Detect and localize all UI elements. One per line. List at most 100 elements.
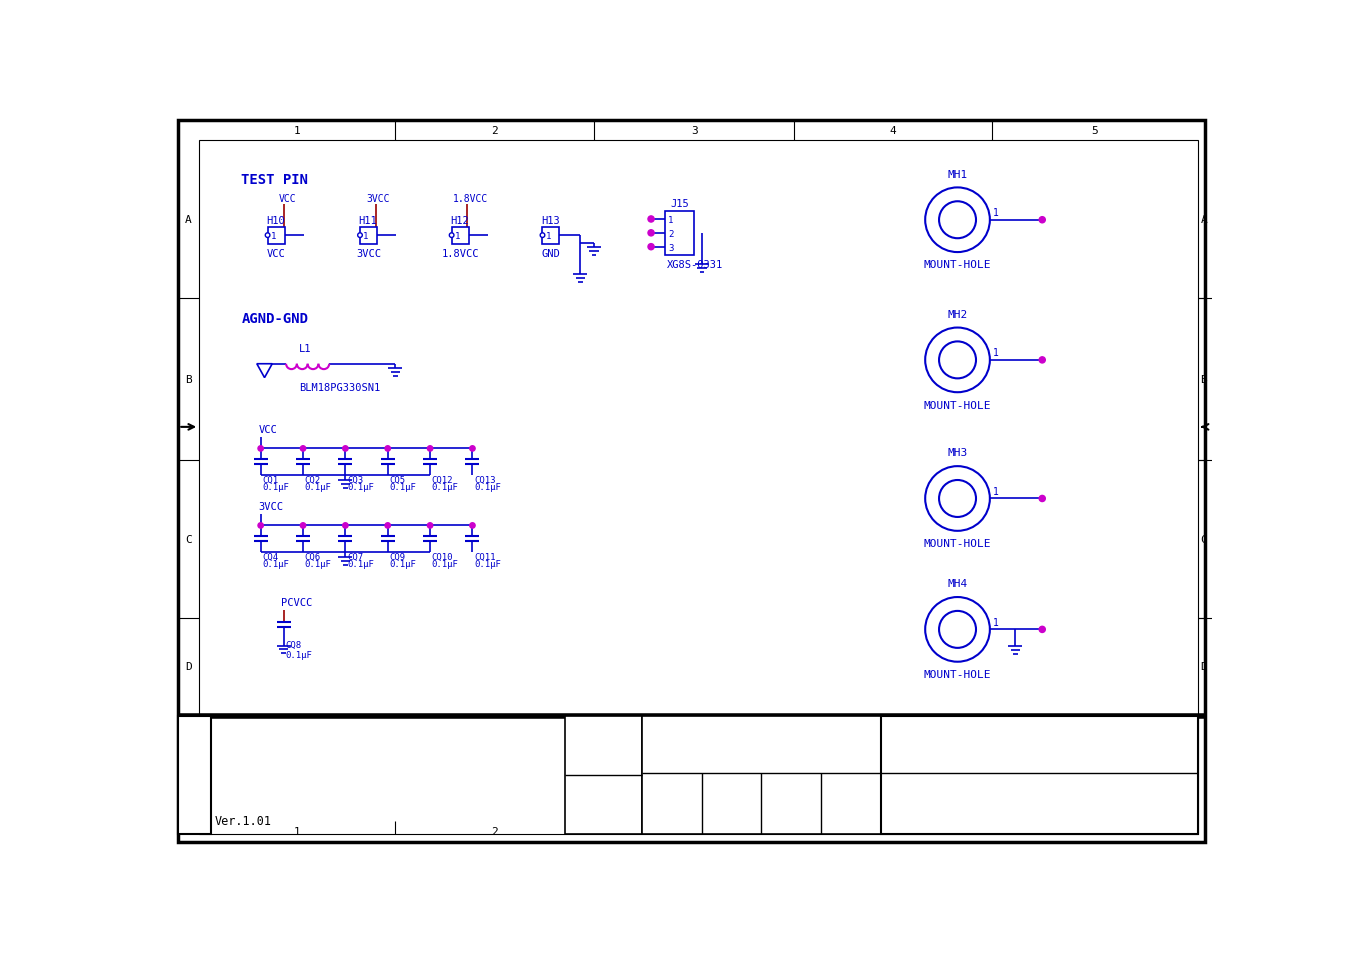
Text: D: D	[1200, 660, 1207, 671]
Text: H11: H11	[359, 215, 377, 226]
Text: CQ4: CQ4	[262, 552, 278, 561]
Circle shape	[470, 523, 475, 529]
Text: D: D	[185, 660, 192, 671]
Bar	[543, 228, 559, 244]
Text: MOUNT-HOLE: MOUNT-HOLE	[923, 260, 991, 270]
Text: 0.1μF: 0.1μF	[347, 559, 374, 569]
Text: 3: 3	[668, 244, 674, 253]
Text: 1: 1	[668, 216, 674, 225]
Bar	[666, 212, 694, 256]
Text: 0.1μF: 0.1μF	[389, 483, 416, 492]
Circle shape	[940, 342, 976, 379]
Text: APPROVED: APPROVED	[830, 778, 871, 786]
Text: CHECKED: CHECKED	[714, 778, 749, 786]
Text: C: C	[185, 535, 192, 544]
Circle shape	[450, 233, 454, 238]
Text: CQ6: CQ6	[305, 552, 321, 561]
Circle shape	[470, 446, 475, 452]
Text: 0.1μF: 0.1μF	[389, 559, 416, 569]
Text: 4: 4	[890, 127, 896, 136]
Circle shape	[925, 598, 990, 662]
Text: CQ2: CQ2	[305, 476, 321, 484]
Circle shape	[385, 446, 390, 452]
Text: 1: 1	[994, 617, 999, 627]
Text: PCVCC: PCVCC	[281, 598, 313, 608]
Text: MOUNT-HOLE: MOUNT-HOLE	[923, 538, 991, 549]
Text: VCC: VCC	[278, 194, 296, 204]
Circle shape	[940, 202, 976, 239]
Text: 4: 4	[890, 826, 896, 836]
Text: 5: 5	[1092, 127, 1099, 136]
Text: 3: 3	[691, 127, 698, 136]
Text: CQ7: CQ7	[347, 552, 363, 561]
Text: CQ1: CQ1	[262, 476, 278, 484]
Text: A: A	[1200, 215, 1207, 225]
Bar	[880, 716, 1197, 834]
Text: 2: 2	[491, 826, 498, 836]
Circle shape	[300, 523, 305, 529]
Text: DATE: DATE	[568, 780, 591, 789]
Text: MH2: MH2	[948, 310, 968, 319]
Text: DESIGNED: DESIGNED	[771, 778, 811, 786]
Text: CQ8: CQ8	[285, 640, 301, 650]
Bar	[564, 716, 641, 834]
Bar	[452, 228, 468, 244]
Text: MOUNT-HOLE: MOUNT-HOLE	[923, 669, 991, 679]
Text: C: C	[1200, 535, 1207, 544]
Circle shape	[258, 446, 263, 452]
Circle shape	[925, 188, 990, 253]
Text: 3VCC: 3VCC	[356, 249, 381, 258]
Text: 3VCC: 3VCC	[258, 501, 284, 512]
Text: 0.1μF: 0.1μF	[262, 559, 289, 569]
Circle shape	[385, 523, 390, 529]
Text: 1.8VCC: 1.8VCC	[441, 249, 479, 258]
Text: 1: 1	[994, 486, 999, 497]
Circle shape	[1040, 357, 1045, 364]
Circle shape	[940, 611, 976, 648]
Circle shape	[358, 233, 362, 238]
Text: L1: L1	[300, 344, 312, 354]
Circle shape	[648, 244, 655, 251]
Text: 0.1μF: 0.1μF	[474, 483, 501, 492]
Text: DRAWN: DRAWN	[659, 778, 684, 786]
Circle shape	[1040, 627, 1045, 633]
Text: XG8S-0331: XG8S-0331	[667, 260, 722, 270]
Circle shape	[258, 523, 263, 529]
Circle shape	[940, 480, 976, 517]
Text: MH4: MH4	[948, 578, 968, 589]
Text: CQ13: CQ13	[474, 476, 495, 484]
Text: 3VCC: 3VCC	[366, 194, 390, 204]
Text: VCC: VCC	[258, 425, 277, 435]
Text: 5: 5	[1092, 826, 1099, 836]
Circle shape	[300, 446, 305, 452]
Text: OTHERS: OTHERS	[887, 743, 919, 753]
Text: MOUNT-HOLE: MOUNT-HOLE	[923, 400, 991, 410]
Text: Ver.1.01: Ver.1.01	[215, 814, 271, 827]
Text: 1: 1	[363, 233, 369, 241]
Text: AGND-GND: AGND-GND	[242, 312, 308, 325]
Circle shape	[925, 328, 990, 393]
Text: 0.1μF: 0.1μF	[432, 483, 459, 492]
Text: 08-08-19: 08-08-19	[586, 785, 640, 796]
Text: 1: 1	[994, 348, 999, 357]
Circle shape	[428, 446, 433, 452]
Text: 0.1μF: 0.1μF	[305, 559, 332, 569]
Text: MH1: MH1	[948, 170, 968, 179]
Text: ( 7  / 7  ): ( 7 / 7 )	[1127, 743, 1192, 753]
Text: 1: 1	[271, 233, 275, 241]
Text: B: B	[185, 375, 192, 385]
Circle shape	[1040, 496, 1045, 502]
Text: CHANGE: CHANGE	[189, 757, 200, 792]
Text: 0.1μF: 0.1μF	[262, 483, 289, 492]
Text: A: A	[185, 215, 192, 225]
Circle shape	[343, 446, 348, 452]
Circle shape	[428, 523, 433, 529]
Text: GND: GND	[541, 249, 560, 258]
Text: CQ9: CQ9	[389, 552, 405, 561]
Text: 1: 1	[294, 127, 301, 136]
Text: 0.1μF: 0.1μF	[432, 559, 459, 569]
Text: RENESAS SOLUTIONS CORPORATION: RENESAS SOLUTIONS CORPORATION	[671, 726, 852, 737]
Circle shape	[266, 233, 270, 238]
Text: 1.8VCC: 1.8VCC	[454, 194, 489, 204]
Bar	[178, 716, 211, 834]
